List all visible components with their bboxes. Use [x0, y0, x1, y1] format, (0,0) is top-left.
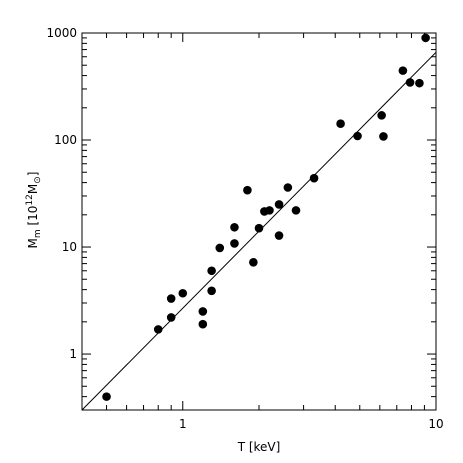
data-point — [249, 257, 258, 267]
data-point — [274, 200, 284, 209]
data-point — [198, 307, 208, 316]
data-point — [102, 392, 111, 401]
y-axis-label-unit-body: M — [26, 184, 40, 194]
data-point — [421, 33, 430, 43]
data-point — [207, 286, 216, 296]
data-point — [230, 222, 239, 232]
y-tick-label: 1 — [69, 347, 77, 361]
data-point — [178, 288, 188, 298]
plot-frame — [81, 32, 437, 411]
data-point — [309, 173, 319, 183]
data-point — [153, 325, 163, 334]
data-point — [243, 185, 252, 195]
data-point — [405, 78, 415, 87]
data-point — [166, 294, 176, 303]
data-point — [283, 183, 293, 192]
data-point — [265, 206, 274, 215]
data-point — [336, 119, 345, 129]
data-point — [215, 243, 225, 253]
data-point — [198, 319, 208, 329]
axes: 1 10 1 10 100 1000 — [46, 26, 443, 431]
y-axis-label-unit-exp: 12 — [25, 194, 35, 205]
y-axis-label-unit-open: [10 — [26, 206, 40, 230]
data-point — [230, 239, 239, 248]
y-tick-label: 100 — [54, 133, 77, 147]
fit-line — [82, 51, 436, 410]
data-point — [207, 266, 216, 276]
plot-area — [82, 33, 436, 410]
data-point — [353, 131, 362, 141]
y-axis-label-unit-sym: ⊙ — [33, 176, 43, 184]
data-point — [379, 132, 388, 141]
x-tick-label: 1 — [179, 417, 187, 431]
x-tick-label: 10 — [428, 417, 443, 431]
y-tick-label: 10 — [62, 240, 77, 254]
data-point — [415, 78, 424, 88]
y-tick-label: 1000 — [46, 26, 77, 40]
y-axis-label-unit-close: ] — [26, 172, 40, 177]
data-point — [291, 206, 301, 215]
data-point — [254, 223, 264, 233]
x-axis-label: T [keV] — [237, 440, 281, 454]
y-axis-label-main: M — [26, 238, 40, 248]
y-axis-label-sub: m — [33, 229, 43, 238]
data-point — [166, 313, 176, 322]
data-point — [274, 231, 284, 240]
y-axis-label: Mm [1012M⊙] — [25, 172, 43, 249]
data-point — [398, 66, 408, 75]
data-point — [377, 111, 386, 120]
